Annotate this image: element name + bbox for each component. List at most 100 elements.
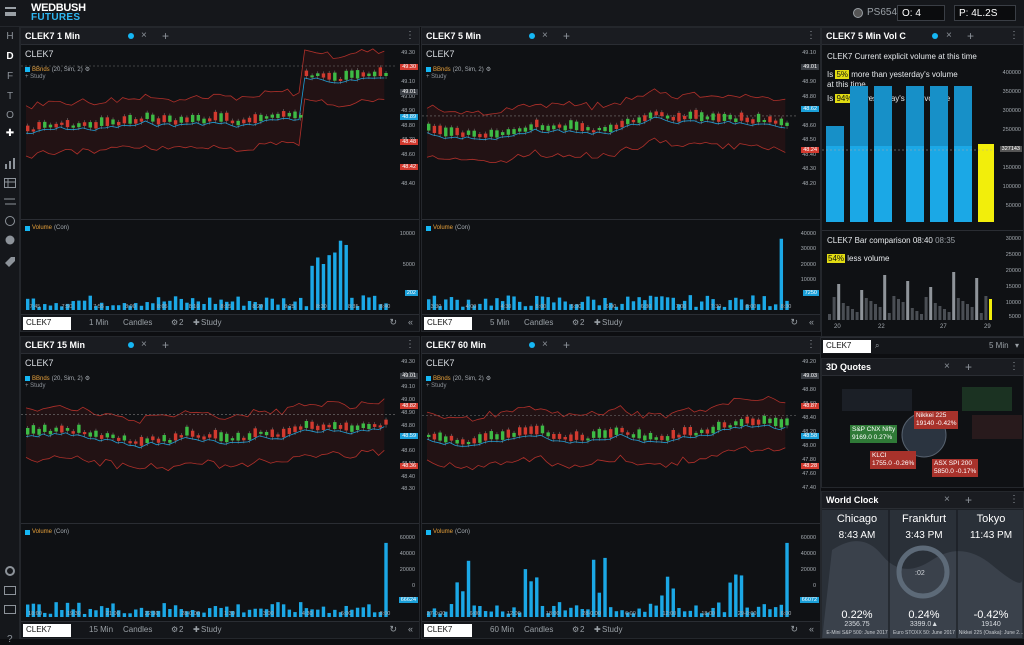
add-study-button[interactable]: Study	[201, 625, 222, 634]
panel-menu-icon[interactable]: ⋮	[405, 30, 415, 41]
sidebar-item-f[interactable]: F	[6, 71, 14, 82]
volume-legend[interactable]: Volume (Con)	[25, 529, 69, 535]
bbands-legend[interactable]: BBnds (20, Sim, 2) ⚙	[25, 375, 90, 382]
panel-menu-icon[interactable]: ⋮	[1009, 361, 1019, 372]
sidebar-item-d[interactable]: D	[6, 51, 14, 62]
interval-select[interactable]: 5 Min	[490, 318, 510, 327]
add-study-link[interactable]: + Study	[426, 74, 447, 80]
candle	[82, 122, 87, 126]
add-icon[interactable]: +	[967, 29, 975, 43]
close-icon[interactable]: ×	[542, 30, 548, 41]
sidebar-item-t[interactable]: T	[6, 91, 14, 102]
close-icon[interactable]: ×	[944, 361, 950, 372]
add-icon[interactable]: ✚	[594, 625, 601, 634]
symbol-input[interactable]: CLEK7	[424, 624, 472, 637]
price-chart[interactable]	[21, 46, 395, 316]
bbands-legend[interactable]: BBnds (20, Sim, 2) ⚙	[25, 66, 90, 73]
add-study-button[interactable]: Study	[602, 625, 623, 634]
symbol-input[interactable]: CLEK7	[424, 317, 472, 330]
price-chart[interactable]	[21, 355, 395, 623]
menu-icon[interactable]	[5, 7, 16, 16]
add-icon[interactable]: +	[563, 29, 571, 43]
panel-menu-icon[interactable]: ⋮	[1009, 30, 1019, 41]
link-dot-icon[interactable]	[529, 33, 535, 39]
refresh-icon[interactable]: ↻	[389, 624, 397, 634]
close-icon[interactable]: ×	[542, 339, 548, 350]
add-icon[interactable]: +	[162, 29, 170, 43]
sidebar-item-add[interactable]: ✚	[5, 128, 15, 139]
add-icon[interactable]: ✚	[193, 318, 200, 327]
refresh-icon[interactable]: ↻	[389, 317, 397, 327]
symbol-input[interactable]: CLEK7	[23, 317, 71, 330]
add-study-link[interactable]: + Study	[426, 383, 447, 389]
symbol-input[interactable]: CLEK7	[823, 340, 871, 353]
gear-icon[interactable]: ⚙	[572, 318, 580, 327]
price-chart[interactable]	[422, 46, 796, 316]
panel-menu-icon[interactable]: ⋮	[405, 339, 415, 350]
sidebar-item-h[interactable]: H	[6, 31, 14, 42]
link-dot-icon[interactable]	[529, 342, 535, 348]
add-icon[interactable]: +	[563, 338, 571, 352]
gear-icon[interactable]: ⚙	[171, 625, 179, 634]
add-icon[interactable]: ✚	[193, 625, 200, 634]
refresh-icon[interactable]: ↻	[790, 317, 798, 327]
interval-select[interactable]: 15 Min	[89, 625, 114, 634]
chart-type-select[interactable]: Candles	[123, 625, 153, 634]
panel-menu-icon[interactable]: ⋮	[1009, 494, 1019, 505]
collapse-icon[interactable]: «	[407, 624, 413, 634]
chart-type-select[interactable]: Candles	[524, 318, 554, 327]
account[interactable]: PS6542	[853, 7, 903, 18]
interval-select[interactable]: 1 Min	[89, 318, 109, 327]
link-dot-icon[interactable]	[128, 342, 134, 348]
panel-menu-icon[interactable]: ⋮	[806, 339, 816, 350]
price-chart[interactable]	[422, 355, 796, 623]
interval-select[interactable]: 60 Min	[490, 625, 515, 634]
link-dot-icon[interactable]	[932, 33, 938, 39]
volume-bar	[213, 303, 218, 310]
link-dot-icon[interactable]	[128, 33, 134, 39]
bbands-legend[interactable]: BBnds (20, Sim, 2) ⚙	[426, 66, 491, 73]
candle	[677, 434, 681, 438]
refresh-icon[interactable]: ↻	[790, 624, 798, 634]
gear-icon[interactable]: ⚙	[485, 376, 492, 382]
chevron-down-icon[interactable]: ▾	[1015, 341, 1020, 350]
gear-icon[interactable]: ⚙	[572, 625, 580, 634]
add-icon[interactable]: +	[162, 338, 170, 352]
gear-icon[interactable]: ⚙	[485, 67, 492, 73]
add-study-button[interactable]: Study	[602, 318, 623, 327]
close-icon[interactable]: ×	[946, 30, 952, 41]
volume-bar	[94, 305, 98, 310]
quote-nifty[interactable]: S&P CNX Nifty 9169.0 0.27%	[850, 425, 898, 443]
collapse-icon[interactable]: «	[407, 317, 413, 327]
gear-icon[interactable]: ⚙	[84, 67, 91, 73]
close-icon[interactable]: ×	[944, 494, 950, 505]
bbands-legend[interactable]: BBnds (20, Sim, 2) ⚙	[426, 375, 491, 382]
symbol-input[interactable]: CLEK7	[23, 624, 71, 637]
gear-icon[interactable]: ⚙	[84, 376, 91, 382]
volume-legend[interactable]: Volume (Con)	[25, 225, 69, 231]
interval-select[interactable]: 5 Min	[989, 341, 1009, 350]
volume-legend[interactable]: Volume (Con)	[426, 225, 470, 231]
pnl-pill[interactable]: P: 4L.2S	[954, 5, 1016, 21]
search-icon[interactable]: ⌕	[875, 341, 880, 350]
orders-pill[interactable]: O: 4	[897, 5, 945, 21]
chart-type-select[interactable]: Candles	[524, 625, 554, 634]
add-study-link[interactable]: + Study	[25, 383, 46, 389]
collapse-icon[interactable]: «	[808, 624, 814, 634]
quote-asx[interactable]: ASX SPI 200 5850.0 -0.17%	[932, 459, 979, 477]
close-icon[interactable]: ×	[141, 30, 147, 41]
panel-menu-icon[interactable]: ⋮	[806, 30, 816, 41]
quote-nikkei[interactable]: Nikkei 225 19140 -0.42%	[914, 411, 959, 429]
sidebar-item-o[interactable]: O	[6, 110, 14, 121]
add-icon[interactable]: ✚	[594, 318, 601, 327]
quote-klci[interactable]: KLCI 1755.0 -0.26%	[870, 451, 917, 469]
add-study-link[interactable]: + Study	[25, 74, 46, 80]
gear-icon[interactable]: ⚙	[171, 318, 179, 327]
volume-legend[interactable]: Volume (Con)	[426, 529, 470, 535]
close-icon[interactable]: ×	[141, 339, 147, 350]
add-icon[interactable]: +	[965, 493, 973, 507]
collapse-icon[interactable]: «	[808, 317, 814, 327]
add-study-button[interactable]: Study	[201, 318, 222, 327]
add-icon[interactable]: +	[965, 360, 973, 374]
chart-type-select[interactable]: Candles	[123, 318, 153, 327]
